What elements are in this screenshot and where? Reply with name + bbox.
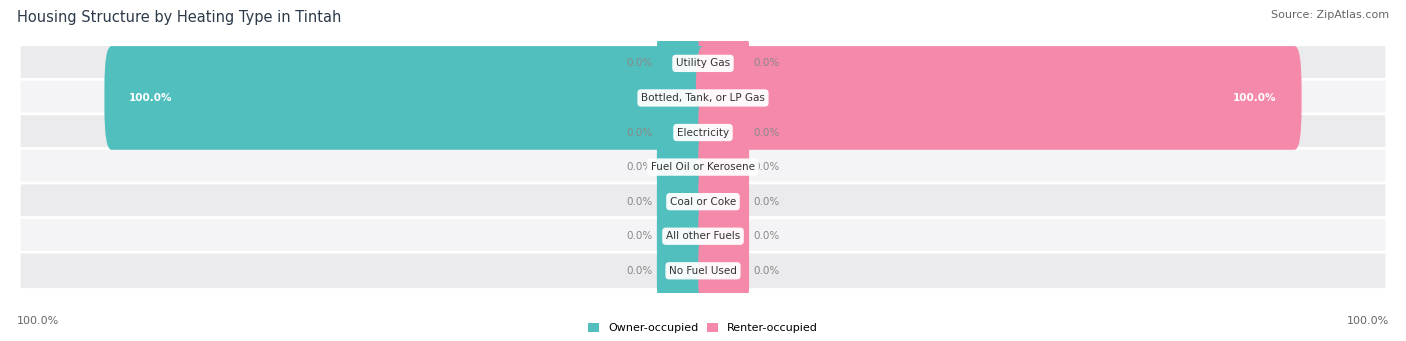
Text: 0.0%: 0.0% bbox=[627, 231, 652, 241]
Text: 0.0%: 0.0% bbox=[754, 162, 779, 172]
FancyBboxPatch shape bbox=[696, 46, 1302, 150]
Text: Electricity: Electricity bbox=[676, 128, 730, 137]
Text: 100.0%: 100.0% bbox=[17, 315, 59, 326]
FancyBboxPatch shape bbox=[699, 233, 749, 309]
FancyBboxPatch shape bbox=[657, 25, 707, 101]
FancyBboxPatch shape bbox=[657, 233, 707, 309]
FancyBboxPatch shape bbox=[657, 129, 707, 205]
Text: 100.0%: 100.0% bbox=[129, 93, 173, 103]
Text: Utility Gas: Utility Gas bbox=[676, 58, 730, 69]
Text: Coal or Coke: Coal or Coke bbox=[669, 197, 737, 207]
Text: Fuel Oil or Kerosene: Fuel Oil or Kerosene bbox=[651, 162, 755, 172]
FancyBboxPatch shape bbox=[20, 183, 1386, 220]
Text: All other Fuels: All other Fuels bbox=[666, 231, 740, 241]
FancyBboxPatch shape bbox=[699, 164, 749, 240]
Text: 100.0%: 100.0% bbox=[1347, 315, 1389, 326]
Text: 100.0%: 100.0% bbox=[1233, 93, 1277, 103]
Text: 0.0%: 0.0% bbox=[754, 197, 779, 207]
Legend: Owner-occupied, Renter-occupied: Owner-occupied, Renter-occupied bbox=[588, 323, 818, 333]
FancyBboxPatch shape bbox=[20, 252, 1386, 290]
FancyBboxPatch shape bbox=[20, 148, 1386, 186]
FancyBboxPatch shape bbox=[20, 79, 1386, 117]
FancyBboxPatch shape bbox=[699, 25, 749, 101]
Text: 0.0%: 0.0% bbox=[627, 266, 652, 276]
FancyBboxPatch shape bbox=[20, 114, 1386, 151]
Text: Bottled, Tank, or LP Gas: Bottled, Tank, or LP Gas bbox=[641, 93, 765, 103]
FancyBboxPatch shape bbox=[699, 94, 749, 170]
Text: 0.0%: 0.0% bbox=[627, 162, 652, 172]
FancyBboxPatch shape bbox=[657, 198, 707, 274]
FancyBboxPatch shape bbox=[104, 46, 710, 150]
Text: Housing Structure by Heating Type in Tintah: Housing Structure by Heating Type in Tin… bbox=[17, 10, 342, 25]
Text: 0.0%: 0.0% bbox=[754, 58, 779, 69]
FancyBboxPatch shape bbox=[20, 45, 1386, 82]
FancyBboxPatch shape bbox=[657, 94, 707, 170]
Text: 0.0%: 0.0% bbox=[754, 128, 779, 137]
FancyBboxPatch shape bbox=[657, 164, 707, 240]
FancyBboxPatch shape bbox=[20, 218, 1386, 255]
Text: No Fuel Used: No Fuel Used bbox=[669, 266, 737, 276]
Text: 0.0%: 0.0% bbox=[627, 197, 652, 207]
FancyBboxPatch shape bbox=[699, 198, 749, 274]
Text: 0.0%: 0.0% bbox=[754, 266, 779, 276]
Text: 0.0%: 0.0% bbox=[754, 231, 779, 241]
Text: 0.0%: 0.0% bbox=[627, 58, 652, 69]
FancyBboxPatch shape bbox=[699, 129, 749, 205]
Text: Source: ZipAtlas.com: Source: ZipAtlas.com bbox=[1271, 10, 1389, 20]
Text: 0.0%: 0.0% bbox=[627, 128, 652, 137]
